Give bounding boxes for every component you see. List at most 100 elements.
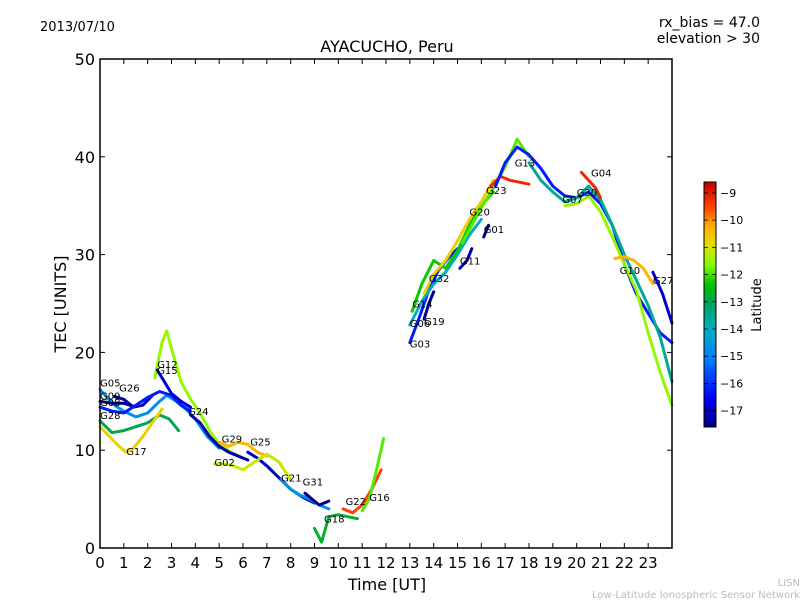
satellite-label: G19 [424, 317, 444, 328]
series-line-g13 [494, 145, 674, 345]
series-line-g01 [482, 223, 490, 239]
satellite-label: G18 [324, 515, 344, 526]
satellite-label: G13 [515, 159, 535, 170]
colorbar-ticks: −9 −10 −11 −12 −13 −14 −15 −16 −17 [704, 187, 743, 418]
series-line-g31 [303, 491, 331, 507]
footer-lisn: LISN [778, 578, 800, 589]
x-tick-label: 9 [310, 554, 320, 572]
series-line-g28 [98, 413, 181, 435]
satellite-label: G07 [562, 195, 582, 206]
satellite-label: G21 [281, 474, 301, 485]
x-tick-label: 1 [119, 554, 129, 572]
series-line-g32 [422, 178, 495, 296]
y-axis: 0 10 20 30 40 50 [75, 50, 672, 558]
x-tick-label: 14 [424, 554, 443, 572]
series-line-g12 [153, 329, 245, 460]
date-label: 2013/07/10 [40, 20, 115, 35]
y-tick-label: 20 [75, 343, 95, 362]
satellite-label: G12 [157, 360, 177, 371]
x-tick-label: 22 [615, 554, 634, 572]
satellite-label: G32 [429, 274, 449, 285]
x-tick-label: 6 [238, 554, 248, 572]
y-axis-label: TEC [UNITS] [51, 256, 70, 354]
satellite-label: G28 [100, 411, 120, 422]
series-line-g24 [189, 413, 250, 462]
series-line-g22 [341, 468, 383, 515]
x-tick-label: 8 [286, 554, 296, 572]
rx-bias-annotation: rx_bias = 47.0 [659, 15, 760, 31]
x-tick-label: 11 [353, 554, 372, 572]
x-tick-label: 15 [448, 554, 467, 572]
series-line-g30 [563, 194, 674, 407]
x-tick-label: 21 [591, 554, 610, 572]
x-tick-label: 17 [496, 554, 515, 572]
satellite-label: G20 [469, 208, 489, 219]
satellite-label: G27 [653, 276, 673, 287]
x-tick-label: 13 [400, 554, 419, 572]
chart-title: AYACUCHO, Peru [320, 37, 453, 56]
series-line-g27 [651, 270, 674, 325]
satellite-label: G16 [369, 493, 389, 504]
x-tick-label: 12 [376, 554, 395, 572]
x-tick-label: 19 [543, 554, 562, 572]
colorbar-tick-label: −16 [720, 377, 743, 390]
satellite-label: G23 [486, 186, 506, 197]
x-tick-label: 23 [639, 554, 658, 572]
colorbar: −9 −10 −11 −12 −13 −14 −15 −16 −17 Latitude [703, 181, 765, 428]
colorbar-label: Latitude [750, 278, 765, 332]
satellite-label: G03 [410, 340, 430, 351]
satellite-label: G01 [484, 225, 504, 236]
y-tick-label: 10 [75, 441, 95, 460]
satellite-label: G04 [591, 168, 611, 179]
series-layer [98, 137, 674, 544]
colorbar-tick-label: −14 [720, 323, 743, 336]
colorbar-gradient [703, 181, 717, 428]
satellite-label: G26 [119, 384, 139, 395]
satellite-label: G11 [460, 256, 480, 267]
series-line-g15 [155, 368, 193, 409]
x-tick-label: 3 [167, 554, 177, 572]
series-line-g18 [313, 513, 359, 544]
series-line-g29 [217, 440, 269, 458]
colorbar-tick-label: −11 [720, 241, 743, 254]
series-line-g10 [613, 255, 655, 286]
y-tick-label: 30 [75, 246, 95, 265]
x-tick-label: 5 [214, 554, 224, 572]
series-line-g02 [212, 452, 293, 481]
colorbar-tick-label: −9 [720, 187, 736, 200]
x-tick-label: 7 [262, 554, 272, 572]
x-tick-label: 10 [329, 554, 348, 572]
elevation-annotation: elevation > 30 [657, 31, 760, 47]
series-line-g09 [98, 399, 135, 408]
satellite-label: G29 [222, 434, 242, 445]
series-line-g06 [408, 217, 483, 327]
series-line-g19 [422, 290, 436, 321]
satellite-label: G10 [620, 266, 640, 277]
colorbar-tick-label: −13 [720, 296, 743, 309]
colorbar-tick-label: −15 [720, 350, 743, 363]
x-tick-label: 4 [191, 554, 201, 572]
satellite-label: G30 [577, 188, 597, 199]
colorbar-tick-label: −12 [720, 269, 743, 282]
series-line-g11 [458, 247, 474, 270]
satellite-label: G05 [100, 379, 120, 390]
x-tick-label: 20 [567, 554, 586, 572]
satellite-label: G25 [250, 437, 270, 448]
series-line-g07 [527, 161, 674, 384]
series-line-g04 [579, 170, 602, 200]
x-tick-label: 18 [519, 554, 538, 572]
y-tick-label: 50 [75, 50, 95, 69]
satellite-label: G22 [346, 497, 366, 508]
satellite-label: G06 [410, 319, 430, 330]
satellite-label: G02 [214, 458, 234, 469]
footer-network: Low-Latitude Ionospheric Sensor Network [592, 590, 800, 600]
colorbar-tick-label: −17 [720, 405, 743, 418]
satellite-label: G17 [126, 447, 146, 458]
satellite-label: G14 [412, 299, 432, 310]
plot-frame [99, 58, 673, 549]
x-axis-label: Time [UT] [347, 575, 426, 594]
series-line-g03 [408, 247, 459, 345]
satellite-label: G15 [157, 366, 177, 377]
